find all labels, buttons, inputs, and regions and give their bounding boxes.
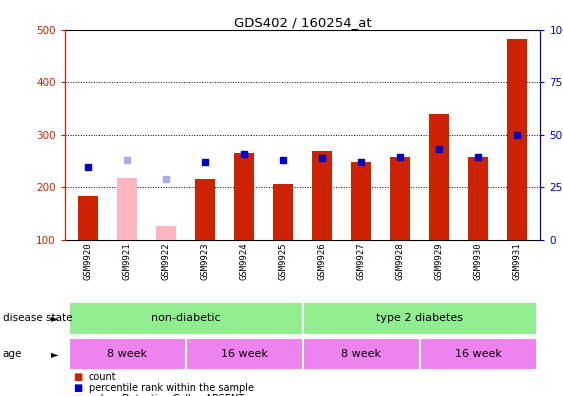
Text: ■: ■ — [73, 372, 82, 382]
Text: ►: ► — [51, 313, 59, 324]
Text: GSM9920: GSM9920 — [84, 242, 93, 280]
Text: ■: ■ — [73, 383, 82, 393]
Bar — [312, 151, 332, 240]
Text: age: age — [3, 349, 22, 359]
Bar — [468, 157, 488, 240]
Bar — [195, 179, 215, 240]
Text: GSM9922: GSM9922 — [162, 242, 171, 280]
Bar — [234, 153, 254, 240]
Bar — [351, 162, 371, 240]
Text: GSM9927: GSM9927 — [356, 242, 365, 280]
Text: ■: ■ — [73, 394, 82, 396]
Bar — [303, 338, 419, 370]
Text: GSM9926: GSM9926 — [318, 242, 327, 280]
Bar — [69, 302, 303, 335]
Bar — [118, 178, 137, 240]
Text: 8 week: 8 week — [341, 349, 381, 359]
Text: 16 week: 16 week — [221, 349, 267, 359]
Bar — [78, 196, 98, 240]
Text: ►: ► — [51, 349, 59, 359]
Text: count: count — [89, 372, 117, 382]
Text: 8 week: 8 week — [107, 349, 147, 359]
Bar — [186, 338, 303, 370]
Bar — [157, 227, 176, 240]
Bar — [419, 338, 537, 370]
Bar — [430, 114, 449, 240]
Bar — [69, 338, 186, 370]
Text: GSM9929: GSM9929 — [435, 242, 444, 280]
Text: percentile rank within the sample: percentile rank within the sample — [89, 383, 254, 393]
Text: value, Detection Call = ABSENT: value, Detection Call = ABSENT — [89, 394, 244, 396]
Text: type 2 diabetes: type 2 diabetes — [376, 313, 463, 324]
Bar — [303, 302, 537, 335]
Text: GSM9930: GSM9930 — [473, 242, 482, 280]
Text: GSM9923: GSM9923 — [200, 242, 209, 280]
Text: GSM9924: GSM9924 — [240, 242, 249, 280]
Bar — [274, 185, 293, 240]
Text: non-diabetic: non-diabetic — [151, 313, 221, 324]
Bar — [507, 39, 527, 240]
Title: GDS402 / 160254_at: GDS402 / 160254_at — [234, 15, 372, 29]
Text: disease state: disease state — [3, 313, 72, 324]
Text: GSM9928: GSM9928 — [396, 242, 405, 280]
Text: GSM9931: GSM9931 — [512, 242, 521, 280]
Text: GSM9921: GSM9921 — [123, 242, 132, 280]
Bar — [390, 157, 410, 240]
Text: 16 week: 16 week — [455, 349, 502, 359]
Text: GSM9925: GSM9925 — [279, 242, 288, 280]
